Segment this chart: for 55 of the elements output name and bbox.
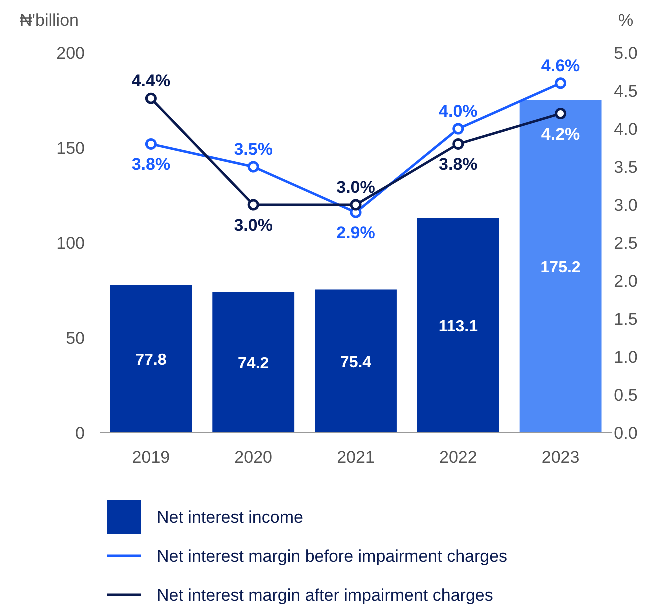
y-tick-label: 50 <box>66 329 85 348</box>
legend-label: Net interest margin after impairment charges <box>157 586 494 605</box>
data-label: 4.4% <box>132 72 171 91</box>
legend-label: Net interest income <box>157 508 304 527</box>
data-label: 4.6% <box>541 56 580 76</box>
legend-label: Net interest margin before impairment charges <box>157 547 508 566</box>
y2-tick-label: 1.5 <box>614 310 638 329</box>
y2-tick-label: 5.0 <box>614 44 638 63</box>
data-label: 3.0% <box>336 178 376 197</box>
y2-tick-label: 0.5 <box>614 386 638 405</box>
x-tick-label: 2021 <box>337 448 375 467</box>
bar <box>110 285 192 433</box>
x-tick-label: 2020 <box>234 448 273 467</box>
point <box>145 138 157 150</box>
y2-axis-title: % <box>618 11 634 30</box>
point <box>350 199 362 211</box>
y2-tick-label: 3.5 <box>614 158 638 177</box>
y2-tick-label: 0.0 <box>614 424 638 443</box>
y2-tick-label: 4.0 <box>614 120 638 139</box>
y-axis-title: ₦'billion <box>20 11 79 30</box>
bar <box>520 100 602 433</box>
bar <box>212 292 295 433</box>
data-label: 175.2 <box>540 260 581 277</box>
y-tick-label: 200 <box>56 44 85 63</box>
y-tick-label: 150 <box>56 139 85 158</box>
data-label: 3.0% <box>234 216 273 235</box>
data-label: 2.9% <box>336 224 376 243</box>
x-tick-label: 2023 <box>542 448 580 467</box>
y2-tick-label: 1.0 <box>614 348 638 367</box>
point <box>555 78 567 90</box>
point <box>452 123 464 135</box>
data-label: 4.2% <box>541 124 580 144</box>
point <box>248 199 260 211</box>
data-label: 74.2 <box>238 356 270 373</box>
data-label: 113.1 <box>438 318 478 336</box>
data-label: 3.5% <box>234 140 273 159</box>
data-label: 77.8 <box>136 352 167 370</box>
data-label: 3.8% <box>439 155 478 174</box>
bar <box>417 218 500 433</box>
point <box>452 138 464 150</box>
data-label: 4.0% <box>439 102 478 121</box>
x-tick-label: 2019 <box>132 448 170 467</box>
y2-tick-label: 3.0 <box>614 196 638 215</box>
point <box>145 92 157 104</box>
bar <box>315 290 397 433</box>
y-tick-label: 100 <box>56 234 85 253</box>
y-tick-label: 0 <box>76 424 85 443</box>
y2-tick-label: 2.0 <box>614 272 638 291</box>
x-tick-label: 2022 <box>439 448 478 467</box>
data-label: 75.4 <box>340 354 372 372</box>
data-label: 3.8% <box>132 155 171 174</box>
y2-tick-label: 4.5 <box>614 82 638 101</box>
point <box>248 161 260 173</box>
point <box>555 108 567 120</box>
y2-tick-label: 2.5 <box>614 234 638 253</box>
